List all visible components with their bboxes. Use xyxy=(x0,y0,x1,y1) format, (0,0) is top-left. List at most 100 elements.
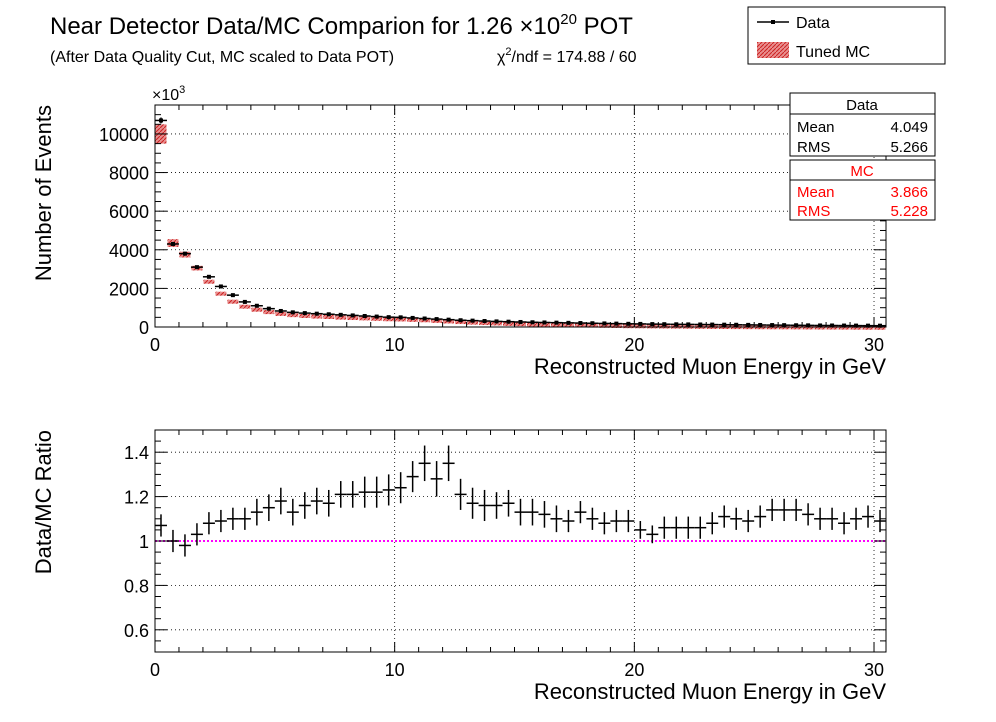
mc-band xyxy=(850,325,862,330)
data-point xyxy=(538,320,551,325)
mc-band xyxy=(526,322,538,327)
ratio-point xyxy=(658,516,671,539)
data-point xyxy=(502,319,515,324)
data-point xyxy=(826,323,839,328)
ratio-ticks: 0 10 20 30 0.6 0.8 1 1.2 1.4 xyxy=(124,429,886,680)
mc-band xyxy=(311,314,323,319)
y-tick-label: 0.6 xyxy=(124,621,149,641)
data-point xyxy=(358,313,371,318)
data-point xyxy=(454,318,467,323)
stats-mc-mean-label: Mean xyxy=(797,184,835,201)
mc-band xyxy=(550,322,562,327)
top-x-axis-label: Reconstructed Muon Energy in GeV xyxy=(534,354,887,379)
y-tick-label: 1 xyxy=(139,532,149,552)
x-tick-label: 30 xyxy=(864,335,884,355)
top-mc-bands xyxy=(155,124,886,330)
chart-subtitle-text: (After Data Quality Cut, MC scaled to Da… xyxy=(50,49,394,66)
x-tick-label: 0 xyxy=(150,660,160,680)
data-point xyxy=(742,322,755,327)
ratio-point xyxy=(766,498,779,522)
ratio-point xyxy=(718,505,731,528)
data-point xyxy=(250,303,263,308)
ratio-point xyxy=(682,516,695,539)
mc-band xyxy=(215,291,227,296)
data-point xyxy=(562,320,575,325)
ratio-point xyxy=(166,529,179,553)
mc-band xyxy=(503,321,515,326)
legend-data-marker xyxy=(771,20,775,24)
mc-band xyxy=(598,323,610,328)
mc-band xyxy=(359,316,371,321)
data-point xyxy=(442,317,455,322)
chart-title-exp: 20 xyxy=(560,11,577,28)
ratio-point xyxy=(670,516,683,539)
data-point xyxy=(754,322,767,327)
legend: Data Tuned MC xyxy=(747,6,946,65)
data-point xyxy=(610,321,623,326)
chi-rest: /ndf = 174.88 / 60 xyxy=(512,49,637,66)
chi-symbol: χ xyxy=(497,49,506,66)
stats-data-mean-label: Mean xyxy=(797,119,835,136)
ratio-point xyxy=(430,461,443,497)
ratio-point xyxy=(298,492,311,519)
data-point xyxy=(322,312,335,317)
y-tick-label: 1.2 xyxy=(124,488,149,508)
top-data-points xyxy=(155,117,886,328)
ratio-point xyxy=(814,507,827,530)
stats-mc-rms-label: RMS xyxy=(797,203,830,220)
data-point xyxy=(178,251,191,256)
ratio-point xyxy=(634,521,647,539)
mc-band xyxy=(874,325,886,330)
ratio-point xyxy=(598,512,611,535)
data-point xyxy=(190,265,203,270)
ratio-point xyxy=(754,505,767,528)
ratio-point xyxy=(850,507,863,530)
mc-band xyxy=(586,323,598,328)
ratio-point xyxy=(406,461,419,493)
ratio-point xyxy=(262,494,275,522)
data-point xyxy=(310,311,323,316)
stats-mc-box: MC Mean 3.866 RMS 5.228 xyxy=(789,159,936,221)
data-point xyxy=(646,322,659,327)
data-point xyxy=(286,310,299,315)
ratio-point xyxy=(802,503,815,526)
data-point xyxy=(238,299,251,304)
top-frame xyxy=(154,104,887,328)
mc-band xyxy=(479,321,491,326)
mc-band xyxy=(203,279,215,284)
mc-band xyxy=(491,321,503,326)
x-tick-label: 10 xyxy=(385,660,405,680)
top-y-multiplier-exp: 3 xyxy=(179,84,185,96)
y-tick-label: 4000 xyxy=(109,241,149,261)
mc-band xyxy=(299,313,311,318)
ratio-point xyxy=(862,505,875,528)
chi-exp: 2 xyxy=(505,46,511,58)
ratio-point xyxy=(730,507,743,530)
ratio-point xyxy=(562,509,575,533)
data-point xyxy=(526,320,539,325)
ratio-data-points xyxy=(155,445,886,557)
ratio-panel: 0 10 20 30 0.6 0.8 1 1.2 1.4 Reconstructed Muon … xyxy=(31,429,887,704)
data-point xyxy=(166,241,179,246)
stats-mc-frame xyxy=(789,159,936,221)
stats-data-title: Data xyxy=(846,97,878,114)
data-point xyxy=(670,322,683,327)
ratio-point xyxy=(190,523,203,546)
ratio-point xyxy=(442,445,455,482)
chart-title-suffix: POT xyxy=(577,13,633,40)
ratio-point xyxy=(742,509,755,533)
data-point xyxy=(262,306,275,311)
mc-band xyxy=(263,310,275,315)
ratio-point xyxy=(358,476,371,508)
top-grid xyxy=(155,105,886,327)
mc-band xyxy=(610,323,622,328)
ratio-point xyxy=(370,476,383,508)
data-point xyxy=(778,323,791,328)
chart-title-main: Near Detector Data/MC Comparion for 1.26… xyxy=(50,13,560,40)
stats-data-frame xyxy=(789,92,936,157)
data-point xyxy=(730,322,743,327)
data-point xyxy=(406,315,419,320)
ratio-point xyxy=(394,472,407,504)
top-y-axis-label: Number of Events xyxy=(31,105,56,281)
